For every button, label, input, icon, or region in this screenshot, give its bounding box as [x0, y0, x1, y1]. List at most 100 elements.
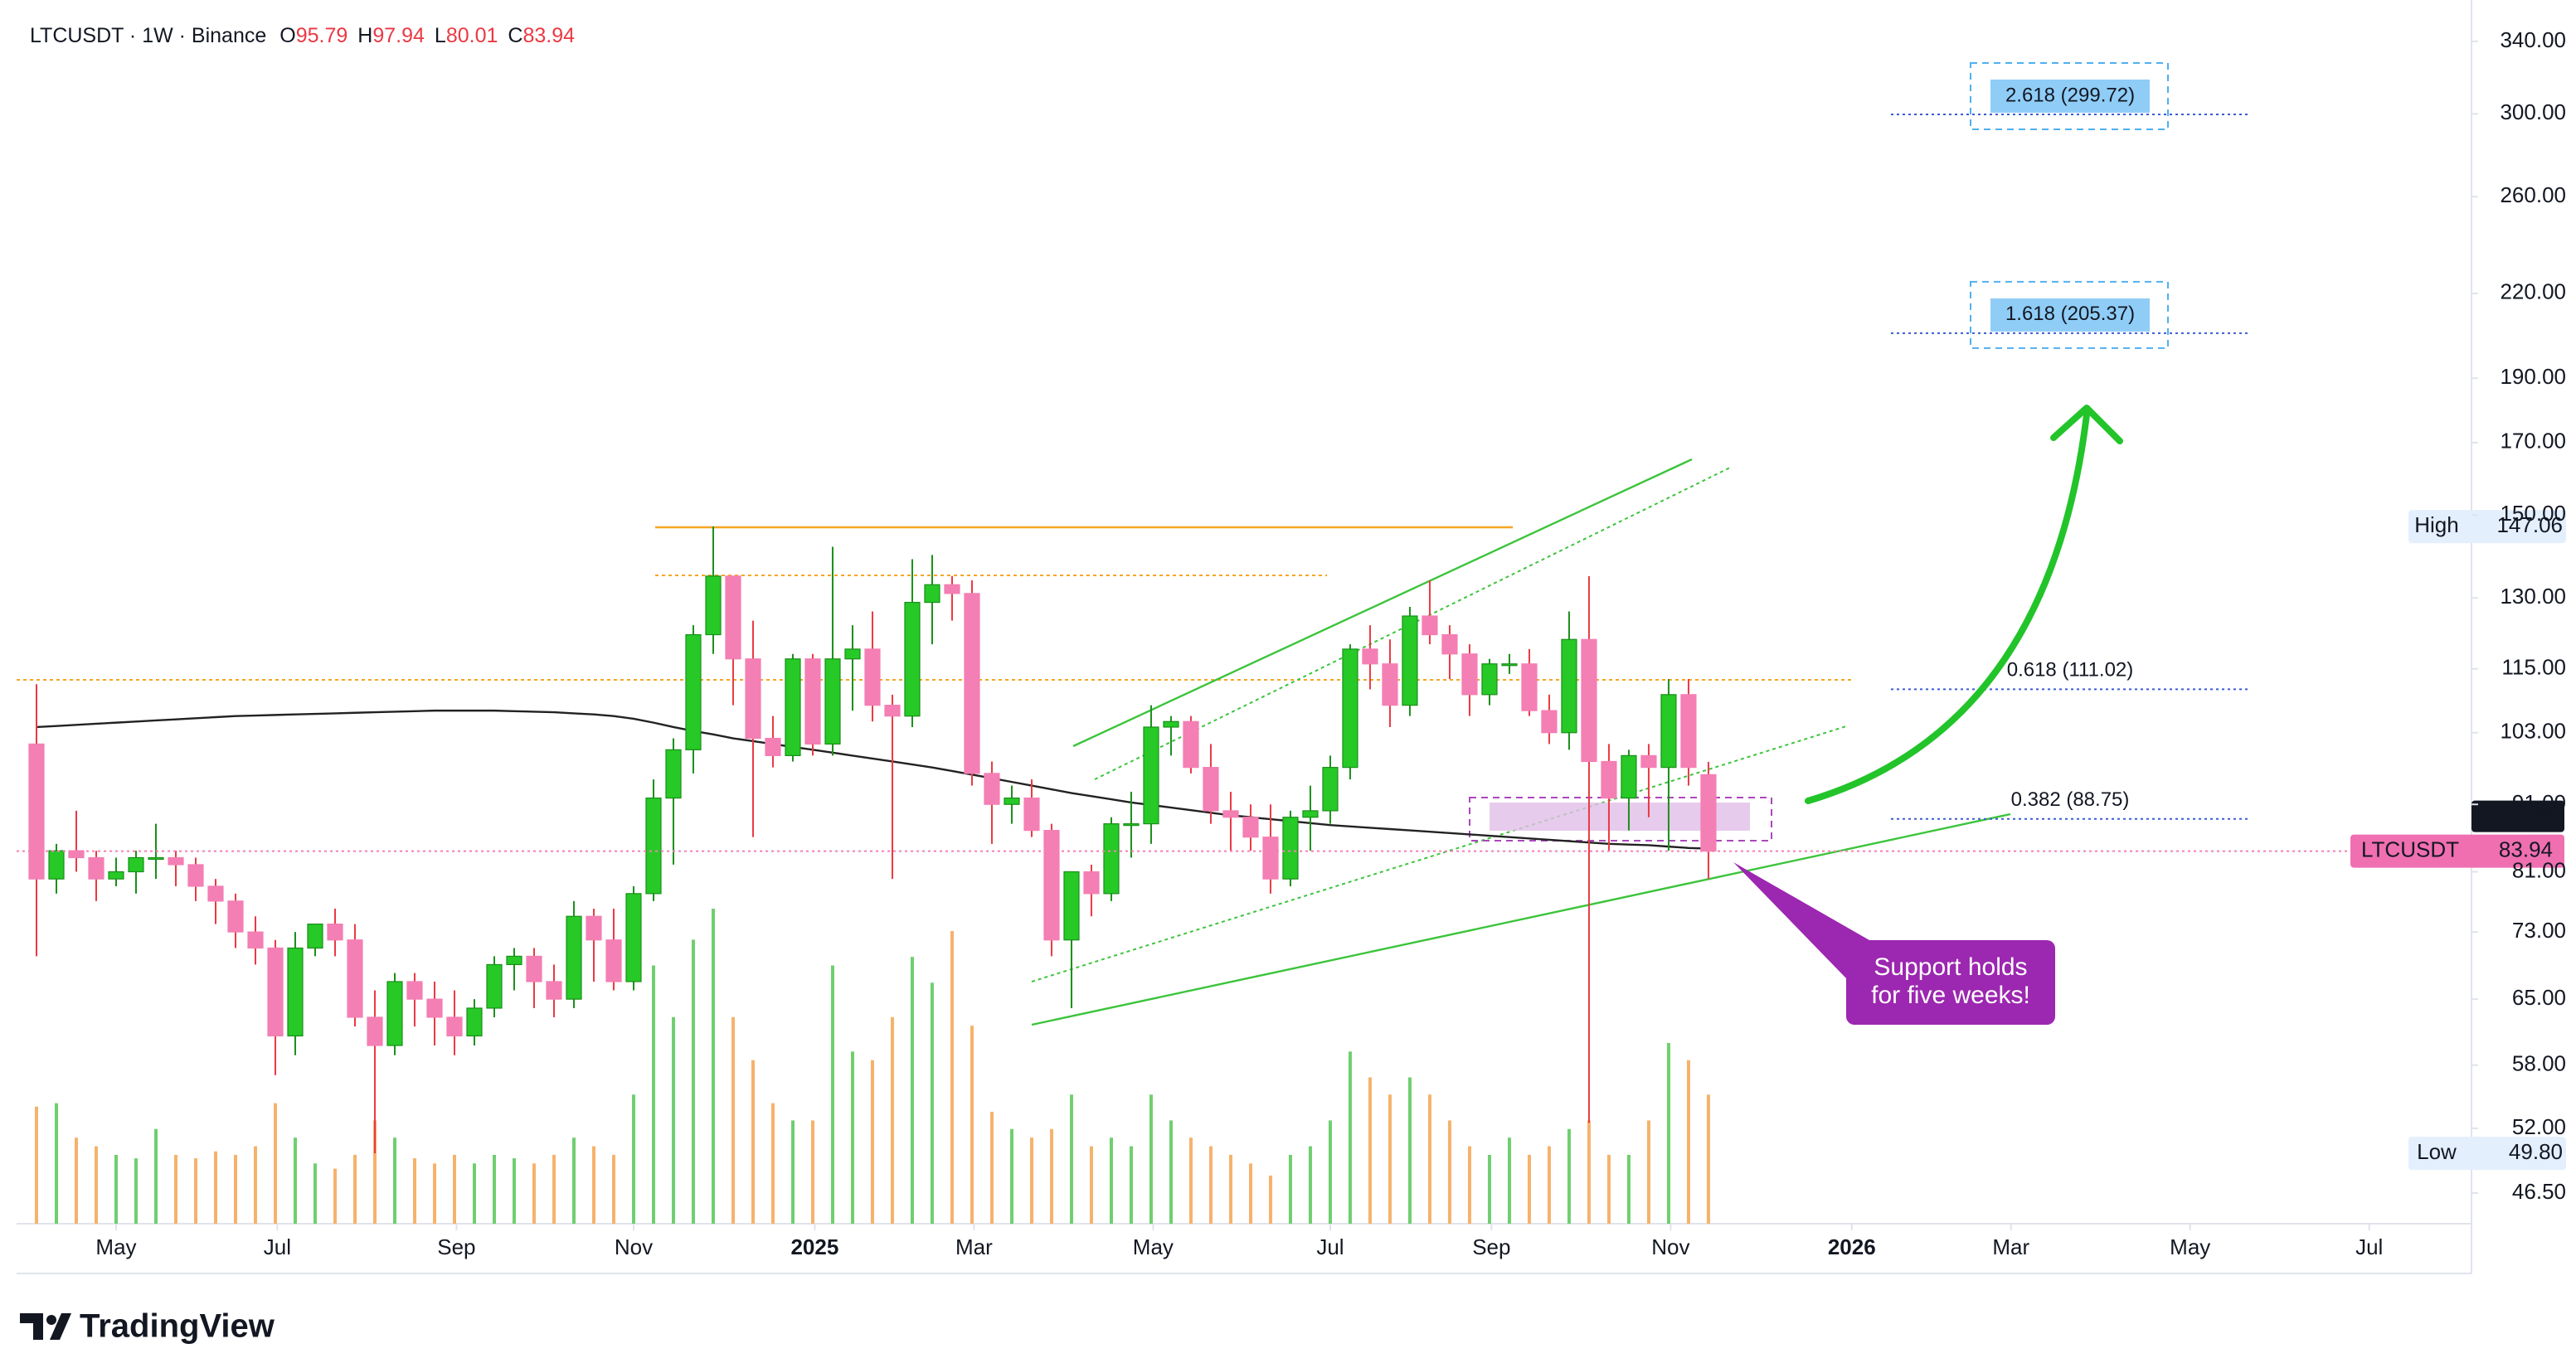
y-tick-label: 65.00 — [2512, 985, 2566, 1010]
candle-body — [386, 981, 403, 1046]
volume-bar — [1288, 1154, 1292, 1224]
moving-average — [36, 709, 1708, 850]
volume-bar — [492, 1154, 496, 1224]
price-tag-value: 83.94 — [2499, 837, 2553, 861]
candle-body — [148, 856, 164, 861]
callout-pointer — [1733, 862, 1869, 978]
candle-body — [108, 871, 124, 880]
y-tick-label: 300.00 — [2500, 99, 2566, 124]
volume-bar — [1149, 1094, 1153, 1224]
volume-bar — [1248, 1163, 1252, 1224]
volume-bar — [1049, 1128, 1053, 1224]
candle-body — [1601, 760, 1617, 799]
extreme-value: 49.80 — [2509, 1139, 2563, 1164]
channel-mid — [1031, 725, 1847, 982]
extreme-value: 147.06 — [2496, 512, 2563, 537]
volume-bar — [1228, 1154, 1232, 1224]
extreme-tag — [2408, 510, 2566, 544]
candle-body — [1700, 774, 1717, 852]
candle-body — [426, 998, 443, 1018]
volume-bar — [1507, 1137, 1511, 1224]
ohlc-value: 83.94 — [522, 24, 575, 47]
fib-label: 0.382 (88.75) — [2011, 788, 2130, 811]
ohlc-key: O — [279, 24, 295, 47]
ma-tag-label: 84.30 — [2499, 803, 2553, 827]
ohlc-value: 97.94 — [372, 24, 425, 47]
y-tick-label: 190.00 — [2500, 364, 2566, 389]
price-tag — [2350, 834, 2564, 868]
volume-bar — [970, 1026, 974, 1224]
volume-bar — [34, 1106, 38, 1224]
x-tick-label: 2026 — [1828, 1234, 1876, 1259]
y-tick-label: 58.00 — [2512, 1051, 2566, 1076]
candle-body — [446, 1016, 463, 1037]
volume-bar — [512, 1158, 516, 1224]
y-tick-label: 150.00 — [2500, 501, 2566, 526]
candle-body — [1063, 871, 1080, 941]
fib-label: 2.618 (299.72) — [2005, 84, 2135, 106]
candle-body — [1501, 663, 1518, 667]
fib-box — [1970, 61, 2169, 130]
symbol-header: LTCUSDT · 1W · Binance O95.79 H97.94 L80.01… — [30, 24, 575, 47]
x-tick-label: Nov — [615, 1234, 653, 1259]
candle-body — [207, 885, 224, 902]
volume-bar — [1587, 1120, 1591, 1224]
x-tick-label: Nov — [1651, 1234, 1689, 1259]
candle-body — [1640, 754, 1657, 769]
volume-bar — [731, 1016, 735, 1224]
candle-layer — [28, 526, 1717, 1154]
volume-bar — [1029, 1137, 1033, 1224]
candle-body — [466, 1007, 483, 1037]
volume-bar — [253, 1146, 257, 1224]
volume-bar — [412, 1158, 416, 1224]
x-tick-label: May — [1133, 1234, 1174, 1259]
volume-bar — [1706, 1094, 1710, 1224]
volume-bar — [691, 939, 695, 1224]
callout-text: for five weeks! — [1871, 982, 2030, 1009]
candle-body — [1282, 817, 1299, 880]
brand-name: TradingView — [80, 1308, 275, 1345]
fib-box — [1970, 280, 2169, 349]
x-tick-label: Mar — [1992, 1234, 2029, 1259]
candle-body — [1322, 767, 1339, 812]
extreme-name: High — [2414, 512, 2458, 537]
x-tick-label: 2025 — [790, 1234, 838, 1259]
volume-bar — [1527, 1154, 1531, 1224]
candle-body — [546, 981, 562, 1000]
volume-bar — [1388, 1094, 1392, 1224]
y-tick-label: 91.00 — [2512, 790, 2566, 815]
volume-bar — [173, 1154, 177, 1224]
candle-body — [307, 924, 323, 949]
volume-bar — [890, 1016, 894, 1224]
candle-body — [1123, 823, 1140, 827]
volume-bar — [1069, 1094, 1073, 1224]
volume-bar — [213, 1151, 217, 1224]
y-tick-label: 73.00 — [2512, 918, 2566, 943]
candle-body — [1561, 638, 1577, 734]
volume-bar — [571, 1137, 576, 1224]
volume-bar — [711, 909, 715, 1224]
candle-body — [1342, 648, 1358, 769]
candle-body — [765, 737, 781, 756]
y-tick-label: 103.00 — [2500, 719, 2566, 744]
ohlc-value: 80.01 — [446, 24, 498, 47]
candle-body — [227, 900, 244, 933]
volume-bar — [1567, 1128, 1571, 1224]
channel-bottom — [1031, 812, 2011, 1026]
candle-body — [1521, 663, 1538, 711]
y-tick-label: 340.00 — [2500, 27, 2566, 52]
volume-bar — [1089, 1146, 1093, 1224]
candle-body — [1262, 837, 1279, 880]
brand-logo-dot — [46, 1315, 56, 1325]
candle-body — [128, 856, 144, 873]
volume-bar — [1268, 1175, 1272, 1224]
target-arrowhead — [2050, 405, 2123, 444]
volume-bar — [1009, 1128, 1013, 1224]
volume-bar — [1626, 1154, 1631, 1224]
candle-body — [1422, 615, 1438, 636]
candle-body — [1023, 797, 1040, 832]
y-tick-label: 260.00 — [2500, 182, 2566, 207]
volume-bar — [153, 1128, 158, 1224]
